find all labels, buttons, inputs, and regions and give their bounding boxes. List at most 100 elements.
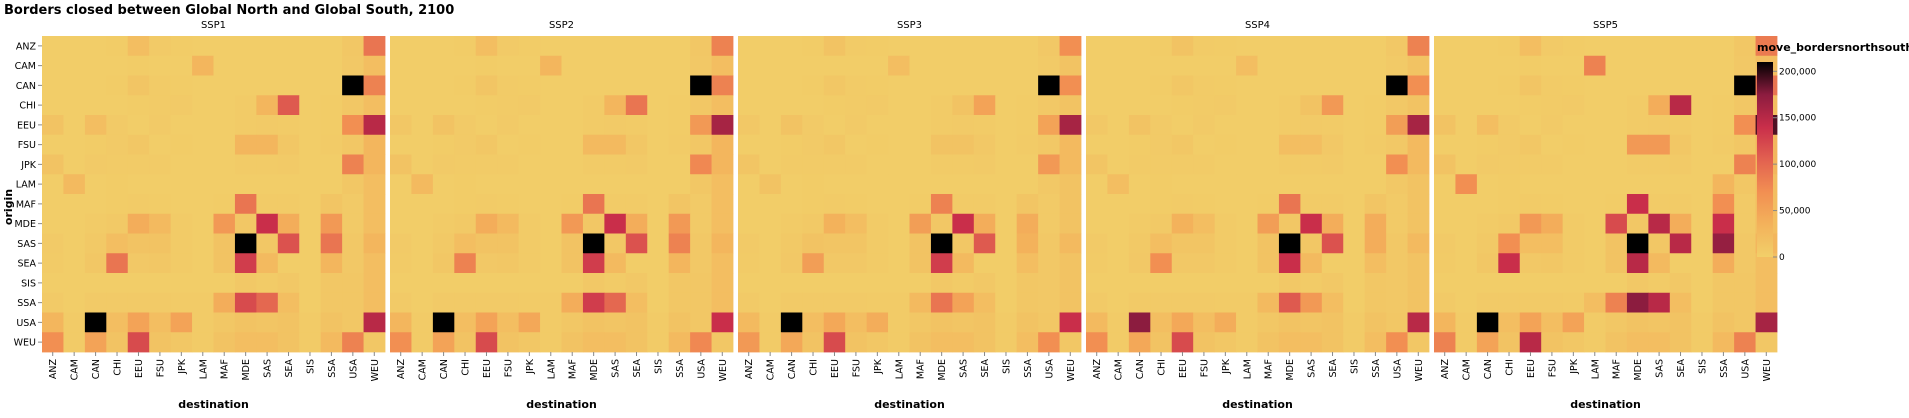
heatmap-cell [738,233,760,254]
heatmap-cell [1038,233,1060,254]
heatmap-cell [1193,194,1216,215]
heatmap-cell [1519,115,1542,136]
heatmap-cell [390,36,412,57]
heatmap-cell [277,233,300,254]
heatmap-cell [582,154,605,175]
heatmap-cell [63,154,86,175]
x-tick-label: WEU [1066,359,1077,381]
heatmap-cell [1300,75,1323,96]
heatmap-cell [668,174,691,195]
heatmap-cell [1455,332,1478,353]
heatmap-cell [1016,292,1039,313]
heatmap-cell [1038,95,1060,116]
heatmap-cell [497,115,520,136]
heatmap-cell [1193,253,1216,274]
heatmap-cell [888,253,910,274]
heatmap-cell [1386,55,1408,76]
heatmap-cell [888,213,910,234]
heatmap-cell [234,115,257,136]
heatmap-cell [866,134,889,155]
heatmap-cell [320,253,343,274]
heatmap-cell [213,194,236,215]
heatmap-cell [1193,95,1216,116]
heatmap-cell [1128,253,1151,274]
heatmap-cell [234,213,257,234]
heatmap-cell [1734,55,1756,76]
heatmap-cell [1626,233,1649,254]
heatmap-cell [320,154,343,175]
heatmap-cell [149,233,172,254]
heatmap-cell [256,194,279,215]
heatmap-cell [192,312,214,333]
heatmap-cell [1038,174,1060,195]
heatmap-cell [888,95,910,116]
heatmap-cell [604,55,627,76]
y-tick-label: JPK [20,160,37,171]
x-tick-label: EEU [1178,359,1189,378]
heatmap-cell [690,194,712,215]
heatmap-cell [995,134,1018,155]
heatmap-cell [1059,213,1082,234]
heatmap-cell [342,174,364,195]
heatmap-cell [432,233,455,254]
heatmap-cell [647,75,670,96]
heatmap-cell [192,95,214,116]
heatmap-cell [1171,253,1194,274]
heatmap-cell [1434,332,1456,353]
heatmap-cell [759,75,782,96]
heatmap-cell [1712,134,1735,155]
heatmap-cell [475,134,498,155]
heatmap-cell [475,174,498,195]
heatmap-cell [604,194,627,215]
heatmap-cell [909,174,932,195]
heatmap-cell [1278,213,1301,234]
heatmap-cell [84,134,107,155]
heatmap-cell [1038,292,1060,313]
heatmap-cell [845,134,868,155]
heatmap-cell [802,134,825,155]
heatmap-cell [1257,213,1280,234]
heatmap-cell [342,233,364,254]
x-tick-label: SIS [305,359,316,374]
x-tick-label: EEU [134,359,145,378]
x-tick-label: SAS [1655,359,1666,378]
heatmap-cell [866,233,889,254]
heatmap-cell [1434,36,1456,57]
x-axis-title: destination [178,398,249,411]
heatmap-cell [1343,332,1366,353]
heatmap-cell [711,194,734,215]
heatmap-cell [127,213,150,234]
heatmap-cell [192,332,214,353]
heatmap-cell [1476,174,1499,195]
heatmap-cell [1519,55,1542,76]
x-tick-label: MDE [589,359,600,381]
heatmap-cell [1755,312,1778,333]
heatmap-cell [952,332,975,353]
heatmap-cell [690,292,712,313]
heatmap-cell [1626,95,1649,116]
heatmap-cell [1455,55,1478,76]
heatmap-cell [84,95,107,116]
heatmap-cell [1193,115,1216,136]
heatmap-cell [823,36,846,57]
heatmap-cell [647,174,670,195]
heatmap-cell [1236,194,1258,215]
heatmap-cell [995,194,1018,215]
heatmap-cell [320,75,343,96]
heatmap-cell [823,115,846,136]
heatmap-cell [411,115,434,136]
heatmap-cell [823,134,846,155]
heatmap-cell [411,75,434,96]
facet-ssp4: SSP4 ANZ CAM CAN CHI EEU FSU JPK LAM MAF MDE SAS SEA… [1086,20,1430,411]
heatmap-cell [690,332,712,353]
heatmap-cell [888,233,910,254]
heatmap-cell [888,292,910,313]
heatmap-cell [363,55,386,76]
heatmap-cell [1519,194,1542,215]
heatmap-cell [432,75,455,96]
heatmap-cell [1498,75,1521,96]
heatmap-cell [1562,233,1585,254]
heatmap-cell [802,115,825,136]
heatmap-cell [866,213,889,234]
heatmap-cell [1498,292,1521,313]
